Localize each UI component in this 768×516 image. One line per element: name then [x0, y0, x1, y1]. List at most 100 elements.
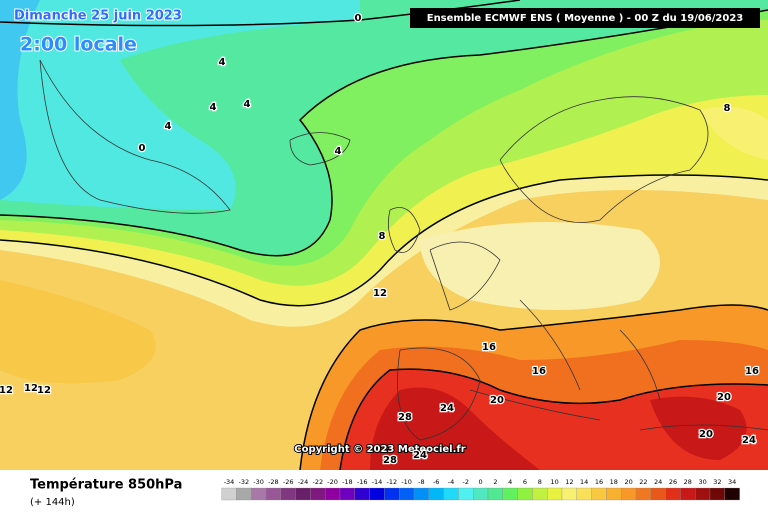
run-box — [410, 8, 760, 28]
legend-swatch — [413, 487, 429, 501]
contour-label: 4 — [219, 57, 226, 68]
legend-label: -30 — [253, 478, 264, 486]
contour-label: 12 — [37, 385, 51, 396]
legend-label: -26 — [283, 478, 294, 486]
contour-label: 24 — [440, 403, 454, 414]
legend-label: 6 — [523, 478, 527, 486]
contour-label: 20 — [490, 395, 504, 406]
legend-label: -32 — [238, 478, 249, 486]
legend-label: -10 — [401, 478, 412, 486]
legend-label: 22 — [639, 478, 647, 486]
legend-swatch — [369, 487, 385, 501]
contour-label: 12 — [24, 383, 38, 394]
legend-swatch — [709, 487, 725, 501]
legend-swatch — [384, 487, 400, 501]
contour-label: 12 — [0, 385, 13, 396]
legend-label: -24 — [298, 478, 309, 486]
legend-swatch — [517, 487, 533, 501]
legend-swatch — [635, 487, 651, 501]
legend-swatch — [695, 487, 711, 501]
run-info: Ensemble ECMWF ENS ( Moyenne ) - 00 Z du… — [427, 13, 744, 24]
contour-label: 24 — [742, 435, 756, 446]
legend-swatch — [502, 487, 518, 501]
legend-swatch — [547, 487, 563, 501]
legend-label: -14 — [372, 478, 383, 486]
legend-label: 30 — [698, 478, 706, 486]
legend-label: 2 — [493, 478, 497, 486]
legend-swatch — [591, 487, 607, 501]
contour-label: 4 — [210, 102, 217, 113]
legend-label: 12 — [565, 478, 573, 486]
legend-swatch — [473, 487, 489, 501]
legend-swatch — [606, 487, 622, 501]
contour-label: 0 — [355, 13, 362, 24]
legend-label: -6 — [433, 478, 439, 486]
legend-swatch — [650, 487, 666, 501]
contour-label: 4 — [335, 146, 342, 157]
legend-label: 32 — [713, 478, 721, 486]
legend-swatch — [280, 487, 296, 501]
contour-label: 4 — [244, 99, 251, 110]
legend-label: -2 — [463, 478, 469, 486]
legend-label: 0 — [479, 478, 483, 486]
legend-swatch — [428, 487, 444, 501]
legend-swatch — [680, 487, 696, 501]
legend-label: -16 — [357, 478, 368, 486]
legend-swatch — [399, 487, 415, 501]
legend-label: -12 — [386, 478, 397, 486]
legend-swatch — [265, 487, 281, 501]
legend-label: 16 — [595, 478, 603, 486]
legend-label: -8 — [418, 478, 424, 486]
contour-label: 0 — [139, 143, 146, 154]
legend-swatch — [532, 487, 548, 501]
legend-label: -22 — [312, 478, 323, 486]
legend-swatch — [665, 487, 681, 501]
contour-label: 28 — [398, 412, 412, 423]
contour-label: 4 — [165, 121, 172, 132]
legend-label: -20 — [327, 478, 338, 486]
contour-label: 20 — [717, 392, 731, 403]
legend-label: 10 — [550, 478, 558, 486]
legend-swatch — [443, 487, 459, 501]
legend-swatch — [576, 487, 592, 501]
legend-label: -28 — [268, 478, 279, 486]
legend-swatch — [251, 487, 267, 501]
copyright: Copyright © 2023 Meteociel.fr — [294, 444, 465, 455]
date-title: Dimanche 25 juin 2023 — [14, 9, 182, 24]
legend-label: -34 — [224, 478, 235, 486]
contour-label: 20 — [699, 429, 713, 440]
map — [0, 0, 768, 470]
local-time: 2:00 locale — [20, 34, 137, 56]
variable-title: Température 850hPa — [30, 478, 182, 493]
legend-swatch — [487, 487, 503, 501]
legend-swatch — [621, 487, 637, 501]
legend-swatch — [236, 487, 252, 501]
legend-label: 8 — [538, 478, 542, 486]
legend-swatch — [354, 487, 370, 501]
legend-label: 14 — [580, 478, 588, 486]
contour-label: 12 — [373, 288, 387, 299]
legend-label: 4 — [508, 478, 512, 486]
contour-label: 16 — [745, 366, 759, 377]
legend-swatch — [325, 487, 341, 501]
legend-label: -18 — [342, 478, 353, 486]
legend-swatch — [295, 487, 311, 501]
contour-label: 28 — [383, 455, 397, 466]
legend-swatch — [561, 487, 577, 501]
contour-label: 8 — [379, 231, 386, 242]
legend-label: 24 — [654, 478, 662, 486]
legend-swatch — [339, 487, 355, 501]
legend-label: 26 — [669, 478, 677, 486]
legend-label: 28 — [684, 478, 692, 486]
contour-label: 24 — [413, 450, 427, 461]
legend-label: -4 — [448, 478, 454, 486]
legend-label: 20 — [624, 478, 632, 486]
legend-swatch — [458, 487, 474, 501]
contour-label: 16 — [482, 342, 496, 353]
lead-time: (+ 144h) — [30, 497, 75, 508]
contour-label: 16 — [532, 366, 546, 377]
legend-swatch — [724, 487, 740, 501]
legend-swatch — [310, 487, 326, 501]
legend-label: 18 — [610, 478, 618, 486]
